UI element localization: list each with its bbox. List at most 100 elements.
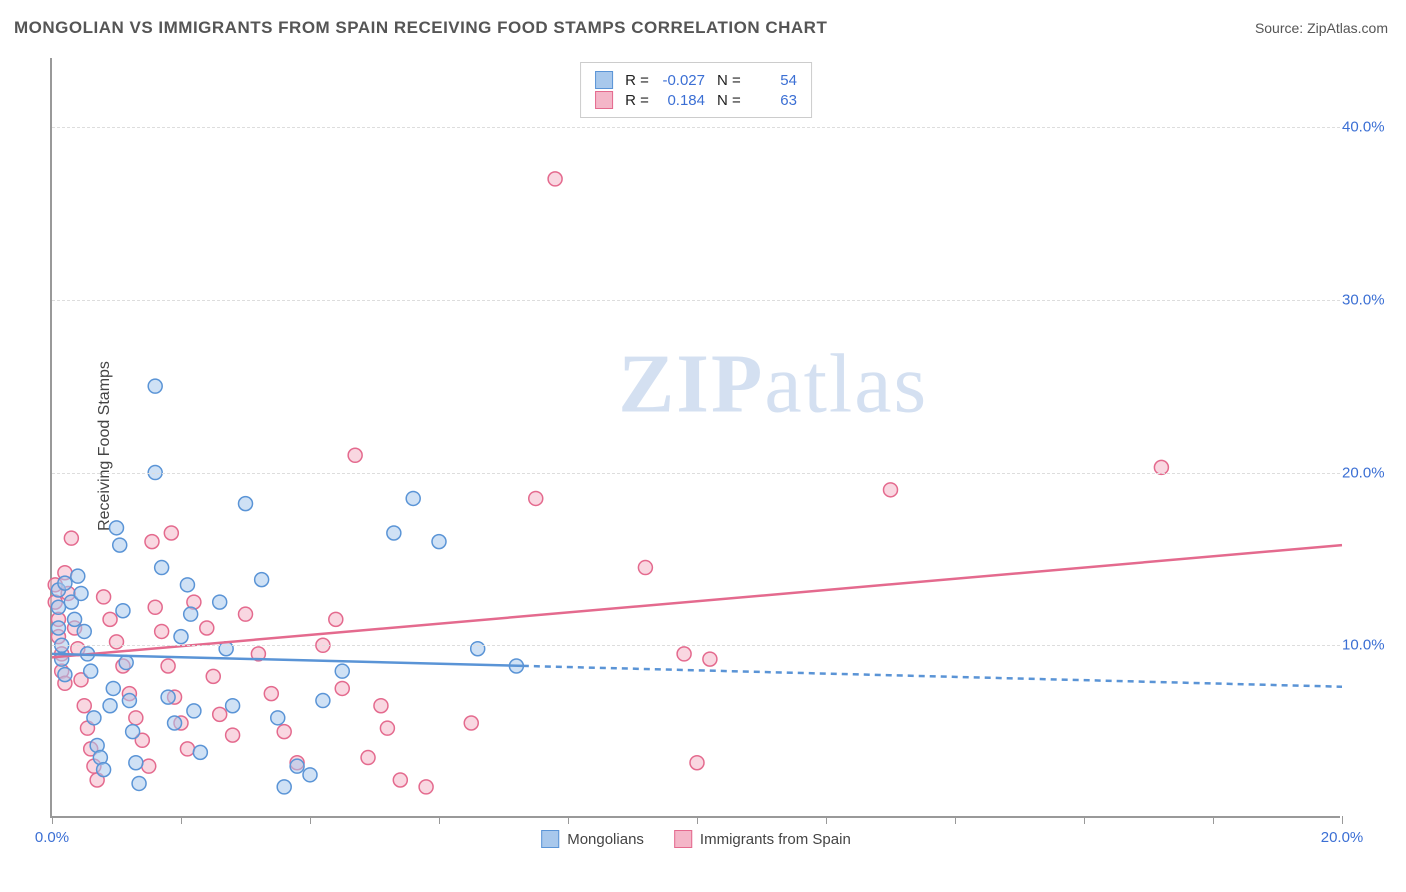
scatter-point [200,621,214,635]
scatter-point [161,659,175,673]
scatter-point [148,600,162,614]
swatch-spain [595,91,613,109]
x-tick-label: 0.0% [35,829,69,846]
x-tick-mark [1213,816,1214,824]
gridline [52,473,1340,474]
scatter-point [110,521,124,535]
scatter-point [77,699,91,713]
scatter-point [132,776,146,790]
x-tick-mark [697,816,698,824]
plot-area: ZIPatlas R = -0.027 N = 54 R = 0.184 [50,58,1340,818]
scatter-point [84,664,98,678]
scatter-point [97,590,111,604]
scatter-point [180,742,194,756]
scatter-point [129,756,143,770]
chart-title: MONGOLIAN VS IMMIGRANTS FROM SPAIN RECEI… [14,18,827,38]
scatter-point [145,535,159,549]
stat-n-val-s: 63 [745,92,797,109]
scatter-point [187,704,201,718]
scatter-point [277,780,291,794]
scatter-point [113,538,127,552]
x-tick-label: 20.0% [1321,829,1364,846]
scatter-point [380,721,394,735]
x-tick-mark [1342,816,1343,824]
legend-stats-row-2: R = 0.184 N = 63 [595,91,797,109]
scatter-point [226,728,240,742]
scatter-svg [52,58,1340,816]
scatter-point [58,576,72,590]
scatter-point [116,604,130,618]
scatter-point [155,624,169,638]
scatter-point [329,612,343,626]
scatter-point [122,694,136,708]
scatter-point [348,448,362,462]
scatter-point [161,690,175,704]
scatter-point [168,716,182,730]
scatter-point [119,656,133,670]
scatter-point [406,491,420,505]
swatch-spain-2 [674,830,692,848]
scatter-point [206,669,220,683]
source-label: Source: ZipAtlas.com [1255,20,1388,36]
stat-n-mongolians: N = 54 [713,72,797,89]
legend-label-spain: Immigrants from Spain [700,831,851,848]
scatter-point [271,711,285,725]
scatter-point [110,635,124,649]
scatter-point [68,612,82,626]
legend-bottom: Mongolians Immigrants from Spain [541,830,851,848]
scatter-point [303,768,317,782]
scatter-point [239,607,253,621]
scatter-point [361,751,375,765]
scatter-point [255,573,269,587]
scatter-point [87,711,101,725]
gridline [52,127,1340,128]
legend-label-mongolians: Mongolians [567,831,644,848]
scatter-point [77,624,91,638]
y-tick-label: 10.0% [1342,637,1392,654]
trend-line [523,666,1342,687]
scatter-point [393,773,407,787]
legend-stats-box: R = -0.027 N = 54 R = 0.184 N = 63 [580,62,812,118]
legend-item-spain: Immigrants from Spain [674,830,851,848]
scatter-point [213,595,227,609]
stat-n-key: N = [717,72,741,89]
scatter-point [174,630,188,644]
scatter-point [58,668,72,682]
scatter-point [277,725,291,739]
scatter-point [71,569,85,583]
x-tick-mark [181,816,182,824]
scatter-point [103,612,117,626]
scatter-point [193,745,207,759]
scatter-point [432,535,446,549]
scatter-point [142,759,156,773]
scatter-point [471,642,485,656]
stat-n-val-m: 54 [745,72,797,89]
stat-n-key-2: N = [717,92,741,109]
scatter-point [213,707,227,721]
x-tick-mark [955,816,956,824]
scatter-point [638,561,652,575]
scatter-point [155,561,169,575]
chart-container: ZIPatlas R = -0.027 N = 54 R = 0.184 [50,58,1390,848]
scatter-point [103,699,117,713]
legend-stats-row-1: R = -0.027 N = 54 [595,71,797,89]
scatter-point [226,699,240,713]
y-tick-label: 20.0% [1342,464,1392,481]
x-tick-mark [1084,816,1085,824]
x-tick-mark [439,816,440,824]
scatter-point [129,711,143,725]
scatter-point [239,497,253,511]
scatter-point [387,526,401,540]
scatter-point [126,725,140,739]
gridline [52,645,1340,646]
x-tick-mark [310,816,311,824]
scatter-point [106,681,120,695]
x-tick-mark [568,816,569,824]
scatter-point [548,172,562,186]
y-tick-label: 30.0% [1342,291,1392,308]
x-tick-mark [52,816,53,824]
stat-r-val-m: -0.027 [653,72,705,89]
scatter-point [164,526,178,540]
scatter-point [51,600,65,614]
scatter-point [419,780,433,794]
